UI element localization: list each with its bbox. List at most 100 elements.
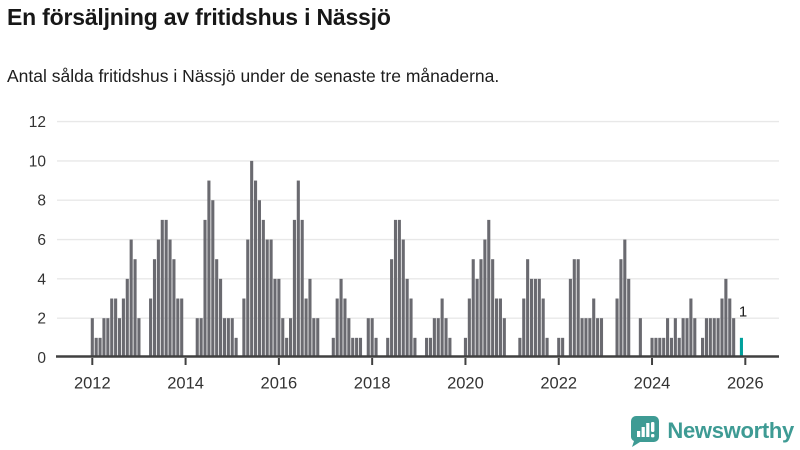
bar [436,318,440,358]
y-axis-label-6: 6 [37,232,46,249]
bar [463,337,467,358]
bar [409,298,413,358]
bar [712,318,716,358]
y-axis-label-8: 8 [37,193,46,210]
bar [483,239,487,358]
bar [716,318,720,358]
bar [265,239,269,358]
bubble-shape [631,416,660,447]
bar [117,318,122,358]
bar [164,219,168,358]
bar [137,318,141,358]
bar [444,318,448,358]
bar [393,219,398,358]
x-axis-label-2016: 2016 [261,375,298,393]
bar [498,298,502,358]
bar [304,298,308,358]
bar [156,239,160,358]
bar [658,337,662,358]
bar [226,318,230,358]
bar [654,337,658,358]
bar [638,318,642,358]
bar [689,298,693,358]
bar [666,318,670,358]
bar [219,278,223,358]
bar [176,298,180,358]
bar [623,239,627,358]
bar [129,239,133,358]
bar [296,180,300,358]
x-axis-label-2024: 2024 [634,375,671,393]
newsworthy-logo-text: Newsworthy [667,418,794,443]
exclamation-icon [651,422,655,438]
bar [572,259,576,358]
bar [704,318,708,358]
highlighted-bar [739,337,743,358]
bar [211,200,215,358]
bar [102,318,106,358]
bar [110,298,114,358]
bar [448,337,452,358]
x-axis-label-2012: 2012 [74,375,111,393]
y-axis-label-4: 4 [37,271,46,288]
y-axis-label-0: 0 [37,350,46,367]
bar [172,259,176,358]
bar [475,278,479,358]
bar [386,337,390,358]
bar [681,318,685,358]
bar [728,298,732,358]
chart-subtitle: Antal sålda fritidshus i Nässjö under de… [7,66,500,86]
bar [370,318,374,358]
bar [114,298,118,358]
bar [533,278,537,358]
bar [592,298,596,358]
bar [561,337,565,358]
x-axis-label-2018: 2018 [354,375,391,393]
bar [351,337,355,358]
bar [428,337,433,358]
bar [257,200,261,358]
bar [246,239,250,358]
bar [479,259,483,358]
x-axis-label-2026: 2026 [727,375,764,393]
bar [292,219,296,358]
x-axis-label-2022: 2022 [540,375,577,393]
bar [358,337,363,358]
bar [335,298,339,358]
bar [285,337,289,358]
bar [526,259,530,358]
bar [627,278,631,358]
bar [522,298,526,358]
bar [693,318,697,358]
x-axis-label-2020: 2020 [447,375,484,393]
x-axis-label-2014: 2014 [167,375,204,393]
bar [541,298,545,358]
bar [596,318,600,358]
bar [347,318,351,358]
bar [669,337,674,358]
bar [685,318,689,358]
newsworthy-logo: Newsworthy [630,415,794,447]
bar [316,318,320,358]
newsworthy-bubble-chart-icon [631,416,660,447]
bar [491,259,495,358]
bar [588,318,592,358]
bar [502,318,506,358]
bar [584,318,588,358]
bar [366,318,370,358]
bar [580,318,584,358]
bar [557,337,561,358]
bar [495,298,499,358]
bar [619,259,623,358]
mini-bars-icon [637,423,650,437]
bar [149,298,153,358]
bar [207,180,211,358]
bar [650,337,654,358]
bar [152,259,157,358]
bar [545,337,549,358]
bar [195,318,199,358]
y-axis-label-12: 12 [29,114,46,131]
bar [312,318,316,358]
